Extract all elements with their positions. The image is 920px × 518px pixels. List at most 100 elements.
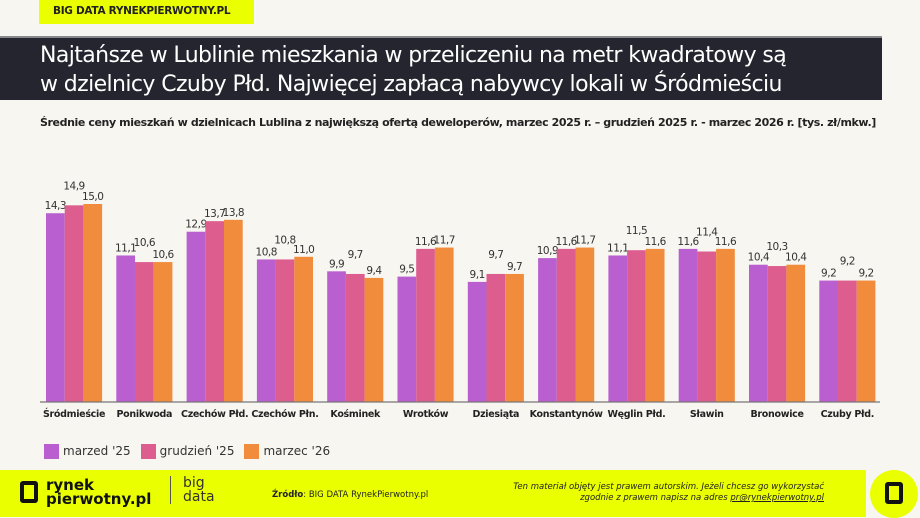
bar	[275, 259, 295, 402]
data-label: 14,3	[45, 200, 66, 212]
data-label: 9,9	[329, 258, 344, 270]
data-label: 9,5	[399, 264, 414, 276]
corner-logo	[870, 470, 918, 518]
x-tick-label: Wrotków	[403, 409, 449, 420]
copyright-line-2: zgodnie z prawem napisz na adres	[580, 493, 731, 503]
bar	[749, 264, 768, 402]
data-label: 11,7	[434, 235, 455, 247]
bar	[327, 271, 346, 402]
legend-label: marzec '26	[263, 444, 331, 458]
legend-label: grudzień '25	[159, 444, 235, 458]
data-label: 13,7	[204, 208, 225, 220]
x-tick-label: Ponikwoda	[117, 409, 173, 420]
x-tick-label: Czechów Płd.	[181, 409, 248, 420]
data-label: 9,2	[840, 256, 855, 268]
bar	[256, 259, 276, 402]
data-label: 11,1	[115, 242, 136, 254]
bar	[135, 262, 154, 402]
data-label: 13,8	[223, 207, 244, 219]
title-line-1: Najtańsze w Lublinie mieszkania w przeli…	[40, 43, 787, 68]
data-label: 9,4	[366, 265, 382, 277]
x-tick-label: Kośminek	[330, 409, 381, 420]
bar	[786, 264, 806, 402]
bar	[64, 205, 84, 402]
data-label: 10,6	[152, 249, 174, 261]
bar	[46, 213, 65, 402]
data-label: 10,4	[785, 252, 807, 264]
x-tick-label: Śródmieście	[43, 408, 105, 420]
data-label: 11,6	[644, 236, 666, 248]
bar	[397, 276, 417, 402]
data-label: 9,7	[348, 249, 363, 261]
footer: rynek pierwotny.pl big data Źródło: BIG …	[0, 470, 866, 517]
bar	[345, 273, 365, 402]
legend-item: marzec '26	[244, 444, 330, 459]
bar	[294, 256, 313, 402]
rynekpierwotny-logo: rynek pierwotny.pl	[20, 476, 151, 507]
bar	[838, 280, 857, 402]
email-link[interactable]: pr@rynekpierwotny.pl	[730, 493, 824, 503]
bar	[205, 221, 224, 402]
x-tick-label: Bronowice	[750, 409, 803, 420]
bar	[608, 255, 628, 402]
legend-item: marzed '25	[44, 444, 131, 459]
data-label: 14,9	[63, 180, 84, 192]
chart-subtitle: Średnie ceny mieszkań w dzielnicach Lubl…	[40, 116, 876, 129]
data-label: 9,2	[858, 268, 873, 280]
data-label: 9,2	[821, 268, 836, 280]
copyright-line-1: Ten materiał objęty jest prawem autorski…	[513, 482, 824, 492]
bar-chart: 14,3 11,1 12,9 10,8 9,9 9,5 9,1 10,9 11,1 11,6 10,…	[40, 180, 880, 420]
data-label: 10,8	[256, 246, 277, 258]
bar	[116, 255, 135, 402]
x-tick-label: Czuby Płd.	[821, 409, 874, 420]
logo-line-1: rynek	[46, 476, 95, 494]
data-label: 11,6	[715, 236, 737, 248]
legend-swatch	[140, 444, 156, 459]
data-label: 10,4	[748, 252, 770, 264]
brand-tag: BIG DATA RYNEKPIERWOTNY.PL	[39, 0, 254, 24]
x-tick-label: Sławin	[690, 409, 724, 420]
logo-square-icon	[20, 481, 38, 503]
bar	[678, 248, 698, 402]
bar	[645, 248, 665, 402]
x-tick-label: Dziesiąta	[472, 409, 519, 420]
data-label: 11,5	[626, 225, 647, 237]
bar	[767, 266, 787, 402]
bar	[505, 273, 524, 402]
data-label: 10,6	[134, 237, 156, 249]
bigdata-logo: big data	[170, 476, 215, 504]
bar	[716, 248, 735, 402]
data-label: 11,1	[607, 242, 628, 254]
source-text: : BIG DATA RynekPierwotny.pl	[303, 490, 429, 500]
bar	[575, 247, 595, 402]
data-label: 11,0	[293, 244, 314, 256]
bar	[434, 247, 454, 402]
title-line-2: w dzielnicy Czuby Płd. Najwięcej zapłacą…	[40, 72, 782, 97]
data-label: 9,7	[488, 249, 503, 261]
bar	[486, 273, 506, 402]
bar	[556, 248, 576, 402]
data-label: 9,1	[470, 269, 485, 281]
data-label: 11,6	[415, 236, 437, 248]
x-tick-label: Konstantynów	[530, 409, 604, 420]
bigdata-line-1: big	[183, 475, 205, 491]
logo-square-icon	[885, 482, 903, 504]
data-label: 11,6	[677, 236, 699, 248]
bar	[83, 204, 103, 402]
bar	[819, 280, 838, 402]
bar	[153, 262, 173, 402]
legend: marzed '25 grudzień '25 marzec '26	[44, 444, 330, 459]
bar	[467, 281, 487, 402]
page-title: Najtańsze w Lublinie mieszkania w przeli…	[0, 36, 882, 100]
data-label: 10,9	[537, 245, 558, 257]
data-label: 10,3	[766, 241, 787, 253]
legend-swatch	[44, 444, 59, 459]
legend-item: grudzień '25	[140, 444, 235, 459]
bar	[416, 248, 435, 402]
legend-swatch	[244, 444, 260, 459]
data-label: 15,0	[82, 191, 103, 203]
bar	[186, 231, 206, 402]
source-note: Źródło: BIG DATA RynekPierwotny.pl	[272, 490, 428, 500]
x-tick-label: Czechów Płn.	[251, 409, 318, 420]
source-label: Źródło	[272, 490, 304, 500]
